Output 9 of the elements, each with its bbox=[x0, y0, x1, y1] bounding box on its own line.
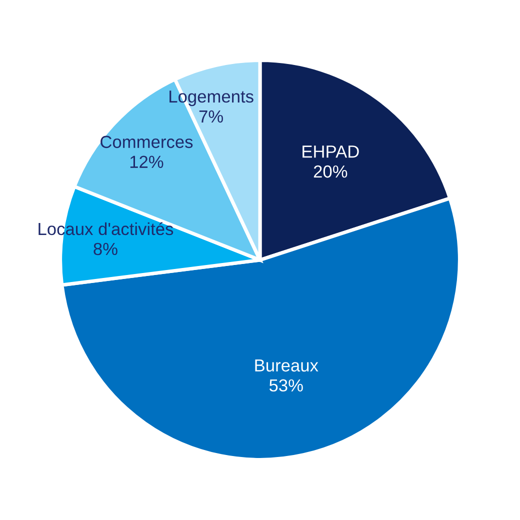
data-label: 7% bbox=[199, 110, 223, 123]
slice-label: Bureaux bbox=[255, 359, 318, 372]
slice-label: EHPAD bbox=[302, 146, 359, 158]
data-label: 12% bbox=[130, 156, 164, 168]
data-label: 8% bbox=[94, 242, 118, 256]
data-label: 53% bbox=[269, 379, 303, 392]
slice-label: Logements bbox=[170, 90, 254, 106]
slice-label: Commerces bbox=[100, 136, 193, 148]
data-label: 20% bbox=[314, 165, 348, 178]
